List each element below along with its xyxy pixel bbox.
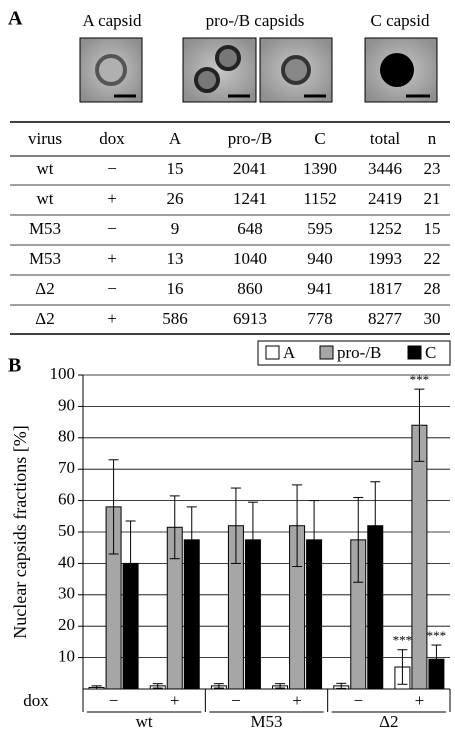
table-cell: 1390 — [303, 159, 337, 178]
table-cell: 15 — [167, 159, 184, 178]
table-cell: 1993 — [368, 249, 402, 268]
group-label: Δ2 — [379, 712, 398, 731]
table-header: pro-/B — [228, 129, 272, 148]
y-tick-label: 60 — [58, 490, 75, 509]
y-tick-label: 10 — [58, 647, 75, 666]
table-cell: 9 — [171, 219, 180, 238]
table-cell: 1241 — [233, 189, 267, 208]
table-cell: 3446 — [368, 159, 402, 178]
table-cell: wt — [37, 189, 54, 208]
table-cell: 15 — [424, 219, 441, 238]
x-tick-label: − — [231, 691, 241, 710]
table-cell: wt — [37, 159, 54, 178]
table-cell: 23 — [424, 159, 441, 178]
table-cell: 16 — [167, 279, 184, 298]
group-label: M53 — [250, 712, 282, 731]
y-tick-label: 20 — [58, 615, 75, 634]
x-tick-label: + — [415, 691, 425, 710]
table-cell: 860 — [237, 279, 263, 298]
table-cell: 1817 — [368, 279, 403, 298]
table-header: virus — [28, 129, 62, 148]
table-cell: + — [107, 309, 117, 328]
table-cell: 28 — [424, 279, 441, 298]
table-cell: 1252 — [368, 219, 402, 238]
x-tick-label: + — [170, 691, 180, 710]
table-cell: 2419 — [368, 189, 402, 208]
x-tick-label: − — [109, 691, 119, 710]
table-cell: 940 — [307, 249, 333, 268]
table-cell: 26 — [167, 189, 184, 208]
table-cell: 586 — [162, 309, 188, 328]
legend-label: C — [425, 343, 436, 362]
table-cell: − — [107, 279, 117, 298]
table-cell: 22 — [424, 249, 441, 268]
image-label: pro-/B capsids — [206, 11, 305, 30]
micrograph — [79, 37, 143, 103]
image-label: A capsid — [82, 11, 142, 30]
table-header: dox — [99, 129, 125, 148]
x-tick-label: + — [292, 691, 302, 710]
image-label: C capsid — [370, 11, 430, 30]
table-cell: 1040 — [233, 249, 267, 268]
legend-swatch — [265, 345, 280, 360]
y-tick-label: 50 — [58, 521, 75, 540]
y-axis-label: Nuclear capsids fractions [%] — [10, 425, 30, 638]
y-tick-label: 30 — [58, 584, 75, 603]
panel-label: A — [8, 8, 23, 30]
table-cell: 2041 — [233, 159, 267, 178]
table-cell: 941 — [307, 279, 333, 298]
table-cell: + — [107, 249, 117, 268]
table-cell: − — [107, 219, 117, 238]
micrograph — [182, 37, 257, 103]
panel-label: B — [8, 355, 21, 377]
y-tick-label: 70 — [58, 458, 75, 477]
table-cell: Δ2 — [35, 279, 54, 298]
significance-label: *** — [393, 633, 413, 648]
table-cell: M53 — [29, 219, 61, 238]
legend-swatch — [407, 345, 422, 360]
micrograph — [259, 37, 333, 103]
table-header: C — [314, 129, 325, 148]
table-cell: 595 — [307, 219, 333, 238]
table-header: n — [428, 129, 437, 148]
micrograph — [364, 37, 438, 103]
table-header: A — [169, 129, 182, 148]
x-tick-label: − — [353, 691, 363, 710]
table-cell: 21 — [424, 189, 441, 208]
legend-swatch — [319, 345, 334, 360]
x-axis-label: dox — [23, 691, 49, 710]
table-cell: 6913 — [233, 309, 267, 328]
table-cell: 1152 — [303, 189, 336, 208]
table-header: total — [370, 129, 400, 148]
significance-label: *** — [427, 628, 447, 643]
table-cell: 13 — [167, 249, 184, 268]
table-cell: 778 — [307, 309, 333, 328]
y-tick-label: 90 — [58, 395, 75, 414]
table-cell: 30 — [424, 309, 441, 328]
y-tick-label: 100 — [50, 364, 76, 383]
legend-label: pro-/B — [337, 343, 381, 362]
table-cell: − — [107, 159, 117, 178]
y-tick-label: 40 — [58, 552, 75, 571]
group-label: wt — [136, 712, 153, 731]
table-cell: M53 — [29, 249, 61, 268]
table-cell: Δ2 — [35, 309, 54, 328]
table-cell: + — [107, 189, 117, 208]
bar — [411, 424, 428, 690]
y-tick-label: 80 — [58, 427, 75, 446]
table-cell: 648 — [237, 219, 263, 238]
significance-label: *** — [410, 372, 430, 387]
table-cell: 8277 — [368, 309, 403, 328]
legend-label: A — [283, 343, 296, 362]
chart: B Nuclear capsids fractions [%] 10 20 30 40 50… — [8, 340, 451, 731]
